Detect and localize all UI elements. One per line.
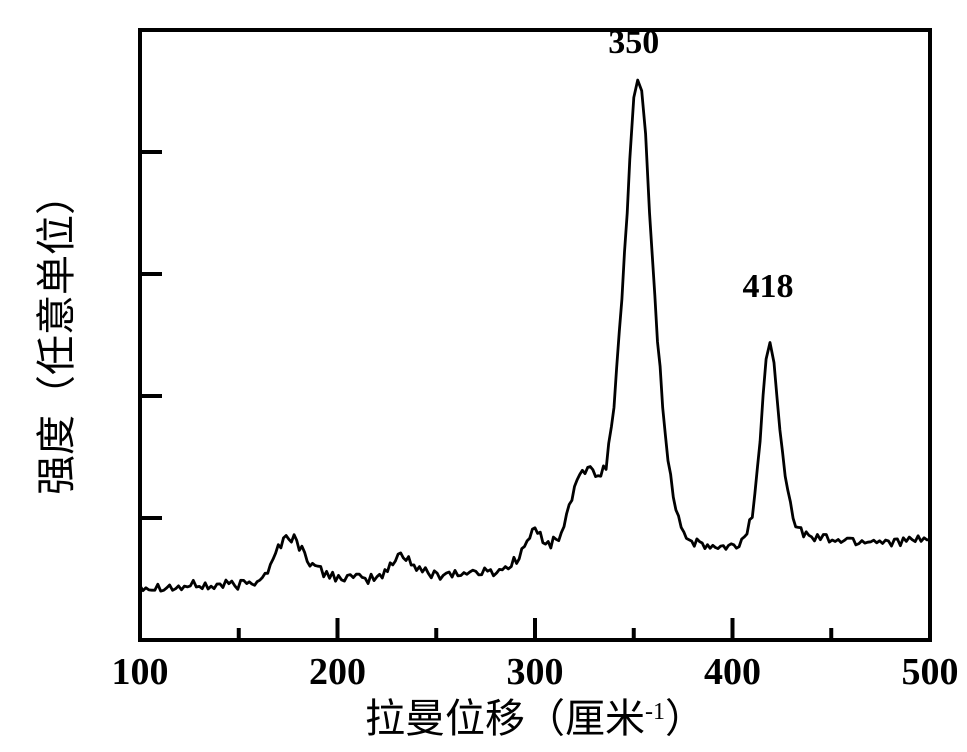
svg-text:350: 350 bbox=[608, 24, 659, 61]
svg-text:500: 500 bbox=[902, 651, 959, 693]
svg-text:200: 200 bbox=[309, 651, 366, 693]
svg-text:强度（任意单位）: 强度（任意单位） bbox=[34, 175, 79, 495]
svg-text:100: 100 bbox=[112, 651, 169, 693]
raman-spectrum-figure: 100200300400500拉曼位移（厘米-1）强度（任意单位）350418 bbox=[0, 0, 967, 747]
svg-text:300: 300 bbox=[507, 651, 564, 693]
svg-text:400: 400 bbox=[704, 651, 761, 693]
chart-svg: 100200300400500拉曼位移（厘米-1）强度（任意单位）350418 bbox=[0, 0, 967, 747]
svg-text:418: 418 bbox=[743, 268, 794, 305]
